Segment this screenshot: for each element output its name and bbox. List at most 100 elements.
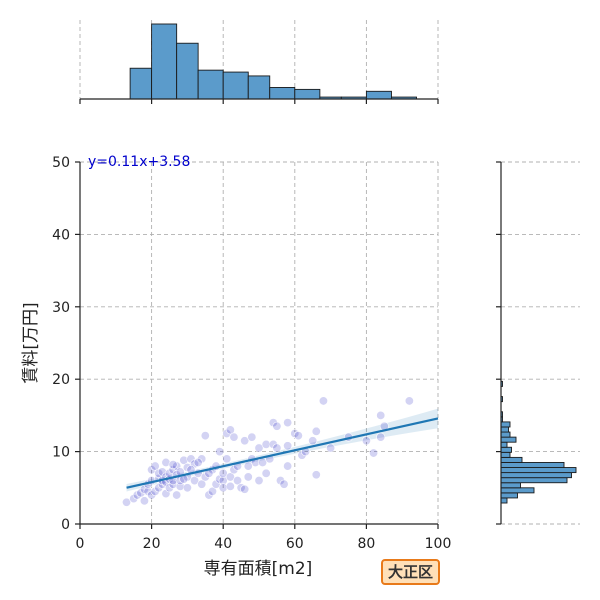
scatter-point: [279, 479, 289, 489]
y-tick-label: 10: [52, 445, 70, 461]
scatter-point: [369, 448, 379, 458]
x-tick-label: 0: [76, 536, 85, 552]
scatter-point: [283, 461, 293, 471]
scatter-point: [293, 431, 303, 441]
scatter-point: [243, 472, 253, 482]
scatter-point: [147, 490, 157, 500]
scatter-point: [218, 476, 228, 486]
scatter-point: [218, 483, 228, 493]
scatter-point: [172, 461, 182, 471]
scatter-point: [268, 418, 278, 428]
right-hist-bar: [500, 421, 511, 428]
scatter-point: [283, 441, 293, 451]
right-hist-bar: [500, 436, 517, 443]
scatter-point: [211, 479, 221, 489]
top-hist-bar: [269, 87, 296, 100]
scatter-point: [179, 455, 189, 465]
scatter-point: [172, 490, 182, 500]
scatter-point: [193, 457, 203, 467]
scatter-point: [229, 465, 239, 475]
scatter-point: [190, 459, 200, 469]
y-tick-label: 0: [61, 517, 70, 533]
scatter-point: [404, 396, 414, 406]
x-tick-label: 60: [286, 536, 304, 552]
right-hist-bar: [500, 431, 511, 438]
scatter-point: [154, 468, 164, 478]
top-hist-bar: [222, 71, 249, 100]
scatter-point: [129, 494, 139, 504]
right-hist-bar: [500, 472, 572, 479]
scatter-point: [222, 454, 232, 464]
right-hist-bar: [500, 487, 535, 494]
scatter-point: [143, 486, 153, 496]
scatter-point: [218, 468, 228, 478]
top-hist-bar: [151, 23, 178, 100]
scatter-point: [215, 474, 225, 484]
scatter-point: [243, 461, 253, 471]
scatter-point: [200, 431, 210, 441]
y-tick-label: 30: [52, 300, 70, 316]
right-hist-bar: [500, 462, 565, 468]
scatter-point: [254, 476, 264, 486]
right-hist-bar: [500, 441, 508, 448]
scatter-point: [261, 468, 271, 478]
scatter-point: [122, 497, 132, 507]
top-hist-bar: [176, 42, 199, 100]
scatter-point: [275, 476, 285, 486]
right-hist-bar: [500, 477, 568, 484]
right-hist-bar: [500, 497, 508, 504]
top-hist-bar: [197, 69, 224, 100]
scatter-point: [311, 470, 321, 480]
scatter-point: [254, 443, 264, 453]
scatter-point: [168, 479, 178, 489]
scatter-point: [240, 484, 250, 494]
scatter-point: [186, 454, 196, 464]
scatter-point: [222, 428, 232, 438]
scatter-point: [236, 483, 246, 493]
top-hist-bar: [129, 67, 153, 100]
y-tick-label: 20: [52, 372, 70, 388]
x-tick-label: 20: [143, 536, 161, 552]
scatter-point: [207, 486, 217, 496]
right-hist-bar: [500, 482, 521, 489]
scatter-point: [154, 483, 164, 493]
top-hist-bar: [247, 75, 271, 100]
scatter-point: [190, 476, 200, 486]
right-hist-bar: [500, 426, 509, 433]
scatter-point: [197, 479, 207, 489]
right-hist-bar: [500, 492, 518, 499]
scatter-point: [225, 472, 235, 482]
scatter-point: [376, 410, 386, 420]
y-tick-label: 50: [52, 155, 70, 171]
top-marginal-histogram: [79, 20, 439, 104]
y-axis-title: 賃料[万円]: [21, 302, 41, 383]
top-hist-bar: [365, 90, 392, 100]
scatter-point: [318, 396, 328, 406]
scatter-point: [361, 436, 371, 446]
x-tick-label: 100: [425, 536, 452, 552]
scatter-point: [229, 432, 239, 442]
scatter-point: [376, 432, 386, 442]
scatter-point: [225, 425, 235, 435]
right-hist-bar: [500, 456, 523, 463]
scatter-point: [272, 421, 282, 431]
right-hist-bar: [500, 446, 512, 453]
right-marginal-histogram: [496, 161, 580, 525]
scatter-point: [157, 467, 167, 477]
scatter-point: [197, 454, 207, 464]
scatter-point: [272, 443, 282, 453]
x-tick-label: 80: [357, 536, 375, 552]
scatter-point: [311, 426, 321, 436]
scatter-point: [161, 457, 171, 467]
y-tick-label: 40: [52, 227, 70, 243]
scatter-panel: 0 20 40 60 80 100 0 10 20 30 40 50: [52, 155, 451, 552]
x-axis-title: 専有面積[m2]: [204, 559, 313, 579]
scatter-point: [147, 465, 157, 475]
scatter-point: [136, 488, 146, 498]
scatter-point: [204, 490, 214, 500]
x-tick-label: 40: [214, 536, 232, 552]
scatter-point: [261, 439, 271, 449]
scatter-point: [247, 432, 257, 442]
scatter-point: [308, 436, 318, 446]
